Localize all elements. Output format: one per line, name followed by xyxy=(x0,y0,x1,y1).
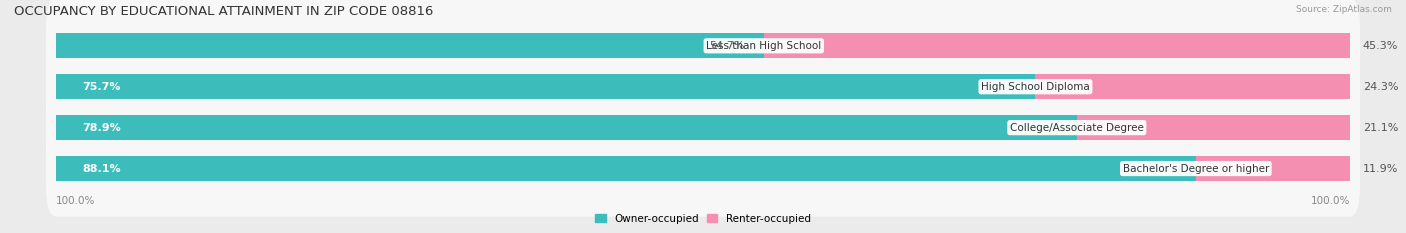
Text: 78.9%: 78.9% xyxy=(82,123,121,133)
FancyBboxPatch shape xyxy=(46,0,1360,94)
Text: 100.0%: 100.0% xyxy=(56,196,96,206)
FancyBboxPatch shape xyxy=(46,39,1360,135)
Text: 24.3%: 24.3% xyxy=(1362,82,1398,92)
Bar xyxy=(763,33,1350,58)
Bar xyxy=(1197,156,1350,181)
Bar xyxy=(56,115,1077,140)
Bar xyxy=(1077,115,1350,140)
Text: 21.1%: 21.1% xyxy=(1362,123,1398,133)
Text: High School Diploma: High School Diploma xyxy=(981,82,1090,92)
Text: 54.7%: 54.7% xyxy=(709,41,744,51)
FancyBboxPatch shape xyxy=(46,120,1360,217)
Legend: Owner-occupied, Renter-occupied: Owner-occupied, Renter-occupied xyxy=(591,209,815,228)
Bar xyxy=(56,74,1035,99)
Text: OCCUPANCY BY EDUCATIONAL ATTAINMENT IN ZIP CODE 08816: OCCUPANCY BY EDUCATIONAL ATTAINMENT IN Z… xyxy=(14,5,433,18)
Text: 75.7%: 75.7% xyxy=(82,82,121,92)
Bar xyxy=(56,33,763,58)
Text: 11.9%: 11.9% xyxy=(1362,164,1398,174)
Text: College/Associate Degree: College/Associate Degree xyxy=(1010,123,1143,133)
Text: Source: ZipAtlas.com: Source: ZipAtlas.com xyxy=(1296,5,1392,14)
Text: Bachelor's Degree or higher: Bachelor's Degree or higher xyxy=(1122,164,1270,174)
Bar xyxy=(1035,74,1350,99)
Text: Less than High School: Less than High School xyxy=(706,41,821,51)
Text: 45.3%: 45.3% xyxy=(1362,41,1398,51)
Text: 100.0%: 100.0% xyxy=(1310,196,1350,206)
Bar xyxy=(56,156,1197,181)
Text: 88.1%: 88.1% xyxy=(82,164,121,174)
FancyBboxPatch shape xyxy=(46,79,1360,176)
